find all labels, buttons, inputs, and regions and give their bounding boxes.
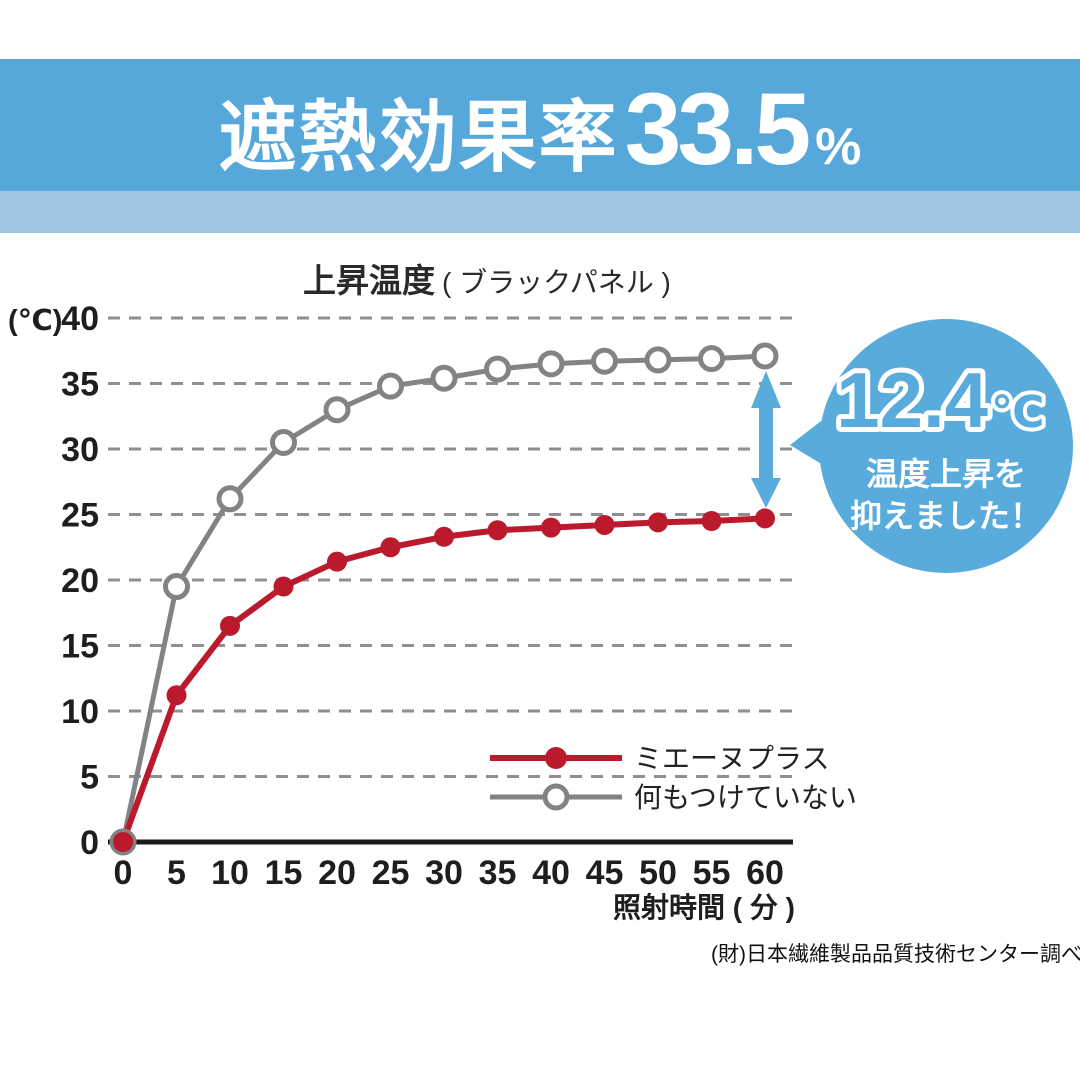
data-point-series-0: [327, 551, 347, 572]
callout-bubble: 12.4 ℃ 温度上昇を 抑えました！: [790, 319, 1073, 573]
x-tick-label: 40: [532, 854, 570, 892]
x-tick-label: 35: [479, 854, 517, 892]
legend-marker-untreated: [542, 783, 570, 811]
x-tick-label: 55: [693, 854, 731, 892]
data-point-series-0: [541, 517, 561, 538]
data-point-series-0: [755, 508, 775, 529]
bubble-value: 12.4: [836, 356, 988, 444]
header-banner: 遮熱効果率 33.5 %: [0, 59, 1080, 191]
x-tick-label: 50: [639, 854, 677, 892]
data-point-series-0: [273, 576, 294, 597]
x-tick-label: 45: [586, 854, 624, 892]
data-point-series-1: [537, 350, 565, 378]
data-point-series-0: [166, 685, 187, 706]
y-tick-label: 20: [61, 562, 99, 600]
y-axis-unit: (℃): [8, 305, 62, 337]
data-point-series-0: [594, 514, 615, 535]
data-point-series-0: [380, 537, 401, 558]
difference-arrow-icon: [751, 371, 781, 508]
data-point-series-0: [648, 512, 668, 533]
data-point-series-0: [701, 511, 722, 532]
x-tick-label: 15: [265, 854, 303, 892]
y-tick-label: 10: [61, 693, 99, 731]
x-tick-label: 25: [372, 854, 410, 892]
series-layer: [109, 342, 779, 856]
data-point-series-0: [434, 526, 454, 547]
x-tick-label: 5: [167, 854, 186, 892]
data-point-series-1: [163, 573, 190, 601]
x-tick-label: 0: [114, 854, 133, 892]
x-tick-label: 30: [425, 854, 463, 892]
y-tick-label: 40: [61, 300, 99, 338]
data-point-series-1: [591, 347, 618, 375]
y-tick-label: 25: [61, 497, 99, 535]
data-point-series-1: [377, 372, 404, 400]
data-point-series-0: [220, 615, 240, 636]
legend-label-mienu: ミエーヌプラス: [634, 743, 829, 774]
data-point-series-0: [113, 832, 133, 852]
y-tick-label: 30: [61, 431, 99, 469]
x-axis-label: 照射時間 ( 分 ): [613, 892, 795, 923]
bubble-line1: 温度上昇を: [866, 456, 1026, 492]
data-point-series-1: [644, 346, 672, 374]
data-point-series-1: [323, 396, 351, 424]
x-tick-label: 60: [746, 854, 784, 892]
data-point-series-1: [698, 345, 725, 373]
legend: ミエーヌプラス 何もつけていない: [490, 743, 857, 813]
bubble-circle: [819, 319, 1073, 573]
legend-marker-mienu: [545, 747, 567, 769]
data-point-series-1: [216, 485, 244, 513]
y-tick-label: 0: [80, 824, 99, 862]
chart-title: 上昇温度: [303, 262, 435, 299]
data-point-series-0: [487, 520, 508, 541]
banner-title: 遮熱効果率: [218, 93, 619, 181]
banner-value: 33.5: [624, 72, 812, 186]
header-substrip: [0, 191, 1080, 233]
data-point-series-1: [484, 355, 511, 383]
legend-label-untreated: 何もつけていない: [634, 782, 857, 813]
bubble-unit: ℃: [991, 388, 1044, 437]
source-note: (財)日本繊維製品品質技術センター調べ: [711, 943, 1080, 966]
x-tick-label: 20: [318, 854, 356, 892]
x-tick-label: 10: [211, 854, 249, 892]
data-point-series-1: [751, 342, 779, 370]
bubble-line2: 抑えました！: [850, 498, 1042, 534]
data-point-series-1: [430, 364, 458, 392]
chart-title-sub: ( ブラックパネル ): [442, 267, 671, 298]
y-tick-label: 5: [80, 759, 99, 797]
y-tick-label: 15: [61, 628, 99, 666]
y-tick-label: 35: [61, 366, 99, 404]
data-point-series-1: [270, 428, 297, 456]
banner-unit: %: [815, 118, 862, 176]
